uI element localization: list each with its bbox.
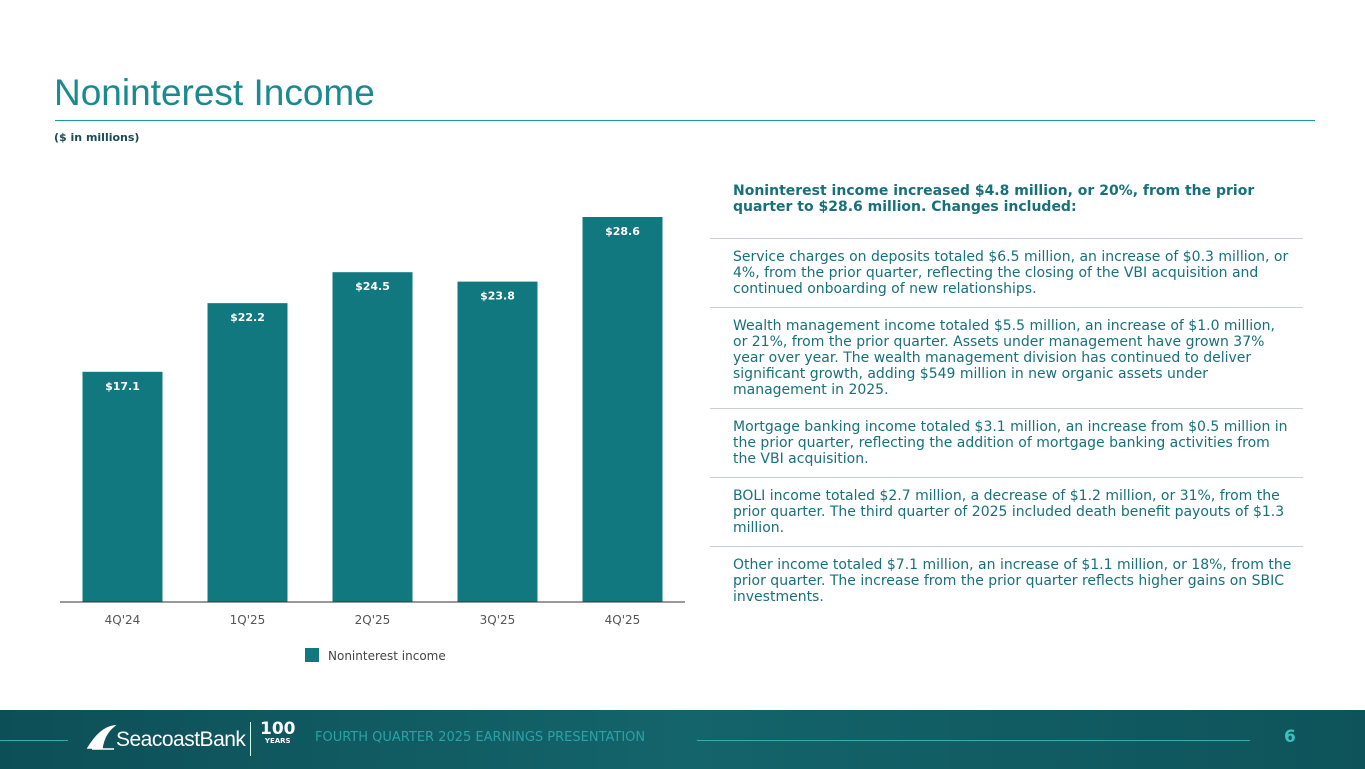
value-label: $28.6 bbox=[605, 225, 640, 238]
value-label: $23.8 bbox=[480, 290, 515, 303]
bar bbox=[332, 272, 413, 602]
bar bbox=[457, 281, 538, 602]
commentary-item: Mortgage banking income totaled $3.1 mil… bbox=[710, 408, 1303, 477]
logo-divider bbox=[250, 722, 251, 756]
commentary-item: Service charges on deposits totaled $6.5… bbox=[710, 238, 1303, 307]
value-label: $24.5 bbox=[355, 280, 390, 293]
commentary: Noninterest income increased $4.8 millio… bbox=[710, 176, 1303, 615]
bar bbox=[582, 217, 663, 602]
footer-rule bbox=[697, 740, 1250, 741]
bar bbox=[207, 303, 288, 602]
title: Noninterest Income bbox=[54, 72, 375, 113]
x-tick-label: 2Q'25 bbox=[355, 613, 391, 627]
anniversary-unit: YEARS bbox=[264, 737, 291, 745]
title-rule bbox=[55, 120, 1315, 121]
legend-swatch bbox=[305, 648, 319, 662]
footer-text: FOURTH QUARTER 2025 EARNINGS PRESENTATIO… bbox=[315, 730, 646, 745]
commentary-heading: Noninterest income increased $4.8 millio… bbox=[733, 183, 1255, 215]
chart: $17.1 4Q'24 $22.2 1Q'25 $24.5 2Q'25 $23.8 3Q'25… bbox=[60, 217, 685, 663]
anniversary: 100 YEARS bbox=[260, 719, 296, 746]
subtitle: ($ in millions) bbox=[54, 131, 140, 144]
anniversary-number: 100 bbox=[260, 719, 296, 739]
footer: SeacoastBank 100 YEARS FOURTH QUARTER 202… bbox=[0, 710, 1365, 769]
footer-rule bbox=[0, 740, 68, 741]
x-tick-label: 4Q'24 bbox=[105, 613, 141, 627]
value-label: $22.2 bbox=[230, 311, 265, 324]
commentary-item: Wealth management income totaled $5.5 mi… bbox=[710, 307, 1303, 408]
logo-icon bbox=[86, 724, 116, 750]
x-tick-label: 3Q'25 bbox=[480, 613, 516, 627]
value-label: $17.1 bbox=[105, 380, 140, 393]
x-tick-label: 1Q'25 bbox=[230, 613, 266, 627]
legend-label: Noninterest income bbox=[328, 649, 446, 663]
logo: SeacoastBank bbox=[116, 728, 246, 751]
page-number: 6 bbox=[1284, 727, 1296, 747]
x-tick-label: 4Q'25 bbox=[605, 613, 641, 627]
commentary-item: Other income totaled $7.1 million, an in… bbox=[710, 546, 1303, 615]
commentary-item: BOLI income totaled $2.7 million, a decr… bbox=[710, 477, 1303, 546]
bar bbox=[82, 371, 163, 602]
